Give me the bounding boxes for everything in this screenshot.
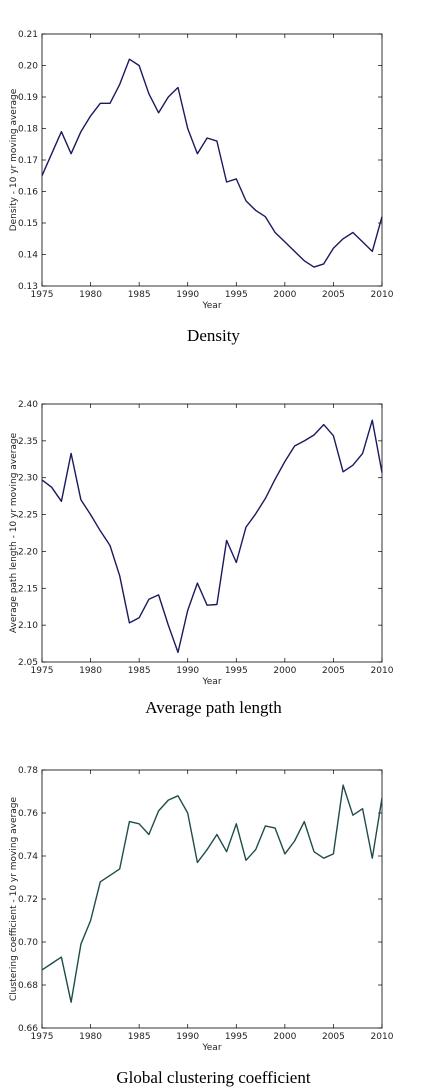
y-tick-label: 0.76 <box>18 809 38 819</box>
x-tick-label: 1980 <box>79 666 102 676</box>
y-tick-label: 0.19 <box>18 93 38 103</box>
x-tick-label: 1980 <box>79 1032 102 1042</box>
average-path-length-caption: Average path length <box>145 698 282 717</box>
y-tick-label: 2.20 <box>18 547 38 557</box>
y-tick-label: 0.14 <box>18 251 38 261</box>
x-tick-label: 1985 <box>128 290 151 300</box>
x-tick-label: 2005 <box>322 1032 345 1042</box>
x-tick-label: 2010 <box>371 290 394 300</box>
x-axis-label: Year <box>201 1043 221 1053</box>
y-tick-label: 2.30 <box>18 474 38 484</box>
y-tick-label: 0.21 <box>18 30 38 40</box>
y-axis-label: Density - 10 yr moving average <box>9 88 19 231</box>
x-tick-label: 2010 <box>371 666 394 676</box>
x-axis-label: Year <box>201 301 221 311</box>
plot-frame <box>41 33 383 287</box>
y-tick-label: 0.20 <box>18 62 38 72</box>
x-axis-label: Year <box>201 677 221 687</box>
y-tick-label: 0.70 <box>18 938 38 948</box>
y-tick-label: 2.15 <box>18 584 38 594</box>
y-tick-label: 0.17 <box>18 156 38 166</box>
x-tick-label: 2000 <box>273 666 296 676</box>
density-chart-panel: 1975 1980 1985 1990 1995 2000 2005 2010 0.13 0.14… <box>0 0 427 360</box>
y-tick-label: 2.35 <box>18 437 38 447</box>
density-caption: Density <box>187 326 240 345</box>
x-tick-label: 1985 <box>128 666 151 676</box>
y-tick-label: 2.25 <box>18 511 38 521</box>
x-tick-label: 1975 <box>31 666 54 676</box>
y-tick-label: 0.15 <box>18 219 38 229</box>
clustering-coefficient-chart: 1975 1980 1985 1990 1995 2000 2005 2010 0.66 0.68… <box>9 766 394 1053</box>
x-tick-label: 1990 <box>176 1032 199 1042</box>
y-tick-label: 2.05 <box>18 658 38 668</box>
clustering-coefficient-caption: Global clustering coefficient <box>116 1068 311 1087</box>
y-tick-label: 2.40 <box>18 400 38 410</box>
clustering-coefficient-chart-panel: 1975 1980 1985 1990 1995 2000 2005 2010 0.66 0.68… <box>0 750 427 1091</box>
y-tick-label: 0.16 <box>18 188 38 198</box>
x-tick-label: 2005 <box>322 666 345 676</box>
series-line <box>41 419 383 654</box>
x-tick-label: 1995 <box>225 1032 248 1042</box>
x-tick-label: 1995 <box>225 290 248 300</box>
x-tick-label: 1975 <box>31 290 54 300</box>
x-tick-label: 1985 <box>128 1032 151 1042</box>
y-axis-label: Clustering coefficient - 10 yr moving av… <box>9 797 19 1001</box>
x-tick-label: 2000 <box>273 1032 296 1042</box>
x-tick-label: 1995 <box>225 666 248 676</box>
y-axis-label: Average path length - 10 yr moving avera… <box>9 432 19 633</box>
y-tick-label: 2.10 <box>18 621 38 631</box>
x-tick-label: 1980 <box>79 290 102 300</box>
x-tick-label: 2000 <box>273 290 296 300</box>
y-tick-label: 0.18 <box>18 125 38 135</box>
series-line <box>41 58 383 268</box>
x-tick-label: 1990 <box>176 290 199 300</box>
x-tick-label: 1990 <box>176 666 199 676</box>
x-tick-label: 1975 <box>31 1032 54 1042</box>
density-chart: 1975 1980 1985 1990 1995 2000 2005 2010 0.13 0.14… <box>9 30 394 311</box>
y-tick-label: 0.78 <box>18 766 38 776</box>
x-tick-label: 2010 <box>371 1032 394 1042</box>
y-tick-label: 0.13 <box>18 282 38 292</box>
x-tick-label: 2005 <box>322 290 345 300</box>
average-path-length-chart: 1975 1980 1985 1990 1995 2000 2005 2010 2.05 2.10… <box>9 400 394 687</box>
plot-frame <box>41 769 383 1029</box>
average-path-length-chart-panel: 1975 1980 1985 1990 1995 2000 2005 2010 2.05 2.10… <box>0 380 427 730</box>
plot-frame <box>41 403 383 663</box>
y-tick-label: 0.68 <box>18 981 38 991</box>
y-tick-label: 0.72 <box>18 895 38 905</box>
series-line <box>41 784 383 1003</box>
y-tick-label: 0.74 <box>18 852 38 862</box>
y-tick-label: 0.66 <box>18 1024 38 1034</box>
